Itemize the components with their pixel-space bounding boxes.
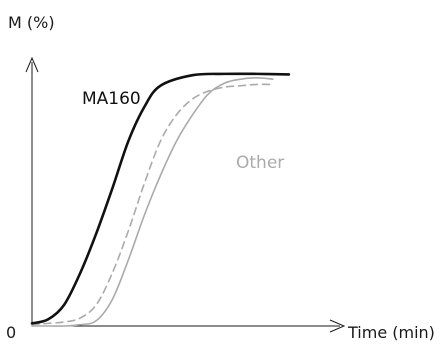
series-label-ma160: MA160 xyxy=(82,89,141,109)
y-axis xyxy=(25,56,39,326)
series-label-other: Other xyxy=(236,153,284,173)
x-axis xyxy=(32,319,346,333)
x-axis-label: Time (min) xyxy=(347,323,435,342)
series-line-ma160 xyxy=(30,72,291,325)
series-line-other xyxy=(31,77,274,327)
origin-label: 0 xyxy=(6,323,16,342)
series-layer xyxy=(30,72,291,327)
series-line-other-dashed xyxy=(31,83,274,326)
y-axis-label: M (%) xyxy=(8,13,55,32)
